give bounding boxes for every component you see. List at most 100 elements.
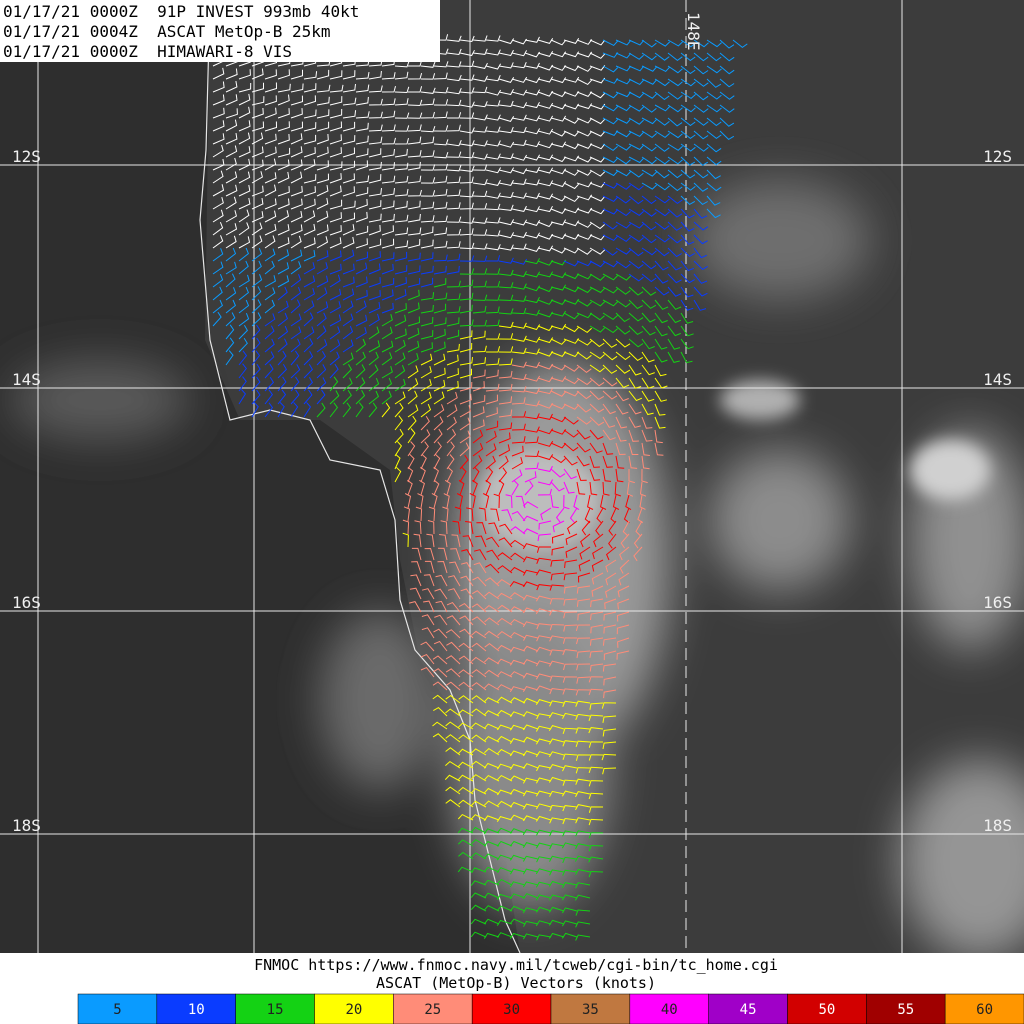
wind-barb xyxy=(575,882,591,889)
wind-barb xyxy=(433,188,448,197)
wind-barb xyxy=(616,611,630,622)
wind-barb xyxy=(575,843,591,850)
wind-barb xyxy=(524,309,540,316)
wind-barb xyxy=(433,254,448,262)
wind-barb xyxy=(628,403,642,415)
wind-barb xyxy=(355,300,367,314)
wind-barb xyxy=(563,117,580,124)
wind-barb xyxy=(693,143,709,152)
wind-barb xyxy=(577,572,591,583)
wind-barb xyxy=(433,706,448,717)
wind-barb xyxy=(602,403,616,415)
wind-barb xyxy=(654,52,670,61)
wind-barb xyxy=(445,721,461,730)
wind-barb xyxy=(470,918,487,925)
wind-barb xyxy=(472,62,488,69)
wind-barb xyxy=(407,327,420,340)
wind-barb xyxy=(524,450,540,458)
wind-barb xyxy=(446,404,458,418)
wind-barb xyxy=(264,376,275,392)
wind-barb xyxy=(407,112,423,119)
wind-barb xyxy=(420,292,435,301)
wind-barb xyxy=(251,235,263,249)
wind-barb xyxy=(212,144,224,158)
wind-barb xyxy=(472,357,486,366)
wind-barb xyxy=(537,413,553,420)
wind-barb xyxy=(510,539,526,548)
wind-barb xyxy=(563,338,580,344)
wind-barb xyxy=(251,286,262,301)
wind-barb xyxy=(654,234,670,243)
wind-barb xyxy=(303,198,316,210)
wind-barb xyxy=(641,455,650,470)
wind-barb xyxy=(537,260,554,266)
wind-barb xyxy=(511,307,527,315)
wind-barb xyxy=(641,182,658,190)
wind-barb xyxy=(620,533,630,549)
wind-barb xyxy=(498,167,515,174)
wind-barb xyxy=(555,507,565,523)
wind-barb xyxy=(445,681,461,691)
wind-barb xyxy=(329,376,339,392)
wind-barb xyxy=(459,255,475,262)
wind-barb xyxy=(628,273,644,282)
wind-barb xyxy=(368,148,382,158)
wind-barb xyxy=(459,304,473,314)
wind-barb xyxy=(562,805,578,812)
wind-barb xyxy=(548,894,565,901)
wind-barb xyxy=(654,390,668,402)
wind-barb xyxy=(537,286,554,293)
wind-barb xyxy=(641,403,654,416)
wind-barb xyxy=(470,788,487,795)
wind-barb xyxy=(511,205,527,212)
wind-barb xyxy=(535,660,552,667)
wind-barb xyxy=(420,164,436,171)
wind-barb xyxy=(654,182,670,191)
wind-barb xyxy=(524,480,534,496)
wind-barb xyxy=(497,617,513,626)
wind-barb xyxy=(483,840,500,847)
wind-barb xyxy=(589,234,606,241)
coastline xyxy=(199,0,521,954)
wind-barb xyxy=(446,293,461,301)
wind-barb xyxy=(602,156,619,164)
wind-barb xyxy=(575,767,591,774)
wind-barb xyxy=(667,234,683,244)
wind-barb xyxy=(329,121,343,132)
wind-barb xyxy=(719,52,735,62)
wind-barb xyxy=(290,326,302,340)
wind-barb xyxy=(511,445,524,457)
wind-barb xyxy=(693,234,708,245)
wind-barb xyxy=(316,160,329,171)
wind-barb xyxy=(509,840,526,847)
wind-barb xyxy=(680,65,696,75)
wind-barb xyxy=(303,351,314,366)
wind-barb xyxy=(290,171,303,184)
wind-barb xyxy=(472,190,488,198)
legend-label: 15 xyxy=(267,1002,284,1018)
wind-barb xyxy=(536,557,552,564)
wind-barb xyxy=(588,792,604,800)
wind-barb xyxy=(615,286,631,295)
wind-barb xyxy=(434,588,448,600)
wind-barb xyxy=(368,290,381,301)
wind-barb xyxy=(329,147,342,158)
wind-barb xyxy=(251,171,263,184)
wind-barb xyxy=(589,117,606,125)
wind-barb xyxy=(509,724,526,731)
wind-barb xyxy=(437,547,448,561)
wind-barb xyxy=(498,100,514,108)
wind-barb xyxy=(563,247,580,254)
wind-barb xyxy=(277,147,291,158)
wind-barb xyxy=(615,52,632,59)
wind-barb xyxy=(435,574,448,587)
wind-barb xyxy=(575,830,591,837)
wind-barb xyxy=(589,208,606,215)
wind-barb xyxy=(563,195,580,203)
wind-barb xyxy=(472,153,488,160)
wind-barb xyxy=(225,68,238,80)
wind-barb xyxy=(563,91,580,97)
wind-barb xyxy=(225,171,238,184)
wind-barb xyxy=(602,715,617,723)
wind-barb xyxy=(433,278,447,288)
